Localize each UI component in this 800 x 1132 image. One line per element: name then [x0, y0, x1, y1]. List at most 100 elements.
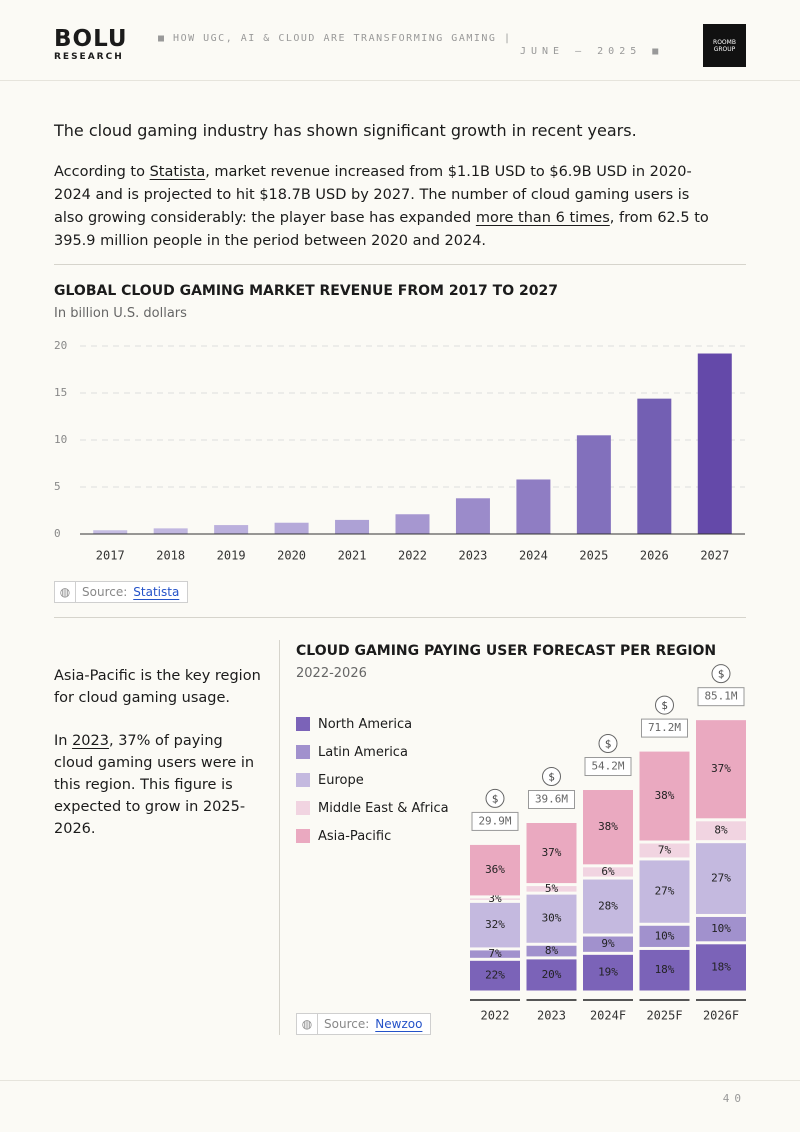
legend-label: Asia-Pacific	[318, 828, 392, 844]
chart-title: CLOUD GAMING PAYING USER FORECAST PER RE…	[296, 643, 717, 659]
legend-label: Latin America	[318, 744, 408, 760]
x-tick-label: 2019	[217, 549, 246, 563]
text-link[interactable]: more than 6 times	[475, 210, 610, 226]
x-tick-label: 2024	[519, 549, 548, 563]
segment-label: 10%	[711, 922, 731, 935]
source-box: ◍ Source: Newzoo	[296, 1013, 432, 1035]
x-tick-label: 2025	[579, 549, 608, 563]
x-tick-label: 2020	[277, 549, 306, 563]
bar-segment	[526, 886, 577, 892]
total-label: 39.6M	[535, 793, 568, 806]
bar	[455, 498, 490, 534]
dollar-sign: $	[492, 792, 499, 805]
bar-segment	[696, 821, 746, 841]
segment-label: 20%	[542, 968, 562, 981]
segment-label: 7%	[488, 947, 502, 960]
source-box: ◍ Source: Statista	[54, 581, 189, 603]
segment-label: 28%	[598, 900, 618, 913]
total-box	[584, 757, 632, 777]
bar-segment	[583, 936, 633, 952]
chart-subtitle: 2022-2026	[296, 666, 367, 681]
source-label: Source:	[324, 1017, 370, 1031]
legend-label: Middle East & Africa	[318, 800, 449, 816]
dollar-sign: $	[661, 699, 668, 712]
x-tick-label: 2021	[338, 549, 367, 563]
legend-swatch	[296, 745, 310, 759]
source-link[interactable]: Newzoo	[375, 1017, 423, 1031]
bar	[153, 528, 188, 534]
segment-label: 27%	[711, 872, 731, 885]
bar-segment	[639, 751, 690, 841]
segment-label: 27%	[655, 885, 675, 898]
total-label: 85.1M	[704, 690, 737, 703]
legend: North America Latin America Europe Middle E…	[296, 710, 449, 850]
header-rule	[0, 80, 800, 81]
report-title: ■ HOW UGC, AI & CLOUD ARE TRANSFORMING G…	[158, 33, 512, 44]
text-link[interactable]: 2023	[72, 733, 109, 749]
legend-label: Europe	[318, 772, 364, 788]
x-tick-label: 2018	[156, 549, 185, 563]
legend-swatch	[296, 829, 310, 843]
chart-subtitle: In billion U.S. dollars	[54, 306, 187, 321]
text: In	[54, 733, 73, 749]
bar-segment	[639, 925, 690, 947]
x-tick-label: 2026	[640, 549, 669, 563]
y-tick-label: 15	[54, 386, 67, 399]
segment-label: 38%	[655, 789, 675, 802]
bar-segment	[696, 916, 746, 942]
y-tick-label: 5	[54, 480, 61, 493]
total-box	[528, 790, 575, 810]
bar	[697, 353, 732, 534]
bar	[214, 525, 249, 534]
segment-label: 38%	[598, 820, 618, 833]
partner-text: ROOMB GROUP	[713, 38, 736, 53]
segment-label: 30%	[542, 912, 562, 925]
x-tick-label: 2024F	[590, 1009, 626, 1023]
report-title-text: HOW UGC, AI & CLOUD ARE TRANSFORMING GAM…	[173, 33, 497, 44]
segment-label: 36%	[485, 863, 505, 876]
month: JUNE	[520, 46, 565, 57]
dollar-icon	[542, 767, 561, 787]
segment-label: 18%	[711, 960, 731, 973]
segment-label: 37%	[542, 846, 562, 859]
dollar-icon	[598, 734, 618, 754]
segment-label: 3%	[488, 892, 502, 905]
dollar-icon	[655, 695, 674, 715]
bar	[637, 398, 672, 534]
text-link[interactable]: Statista	[149, 164, 206, 180]
segment-label: 7%	[658, 843, 672, 856]
dollar-sign: $	[548, 771, 555, 784]
legend-item: North America	[296, 710, 449, 738]
total-label: 29.9M	[478, 814, 511, 827]
bar	[395, 514, 430, 534]
year: 2025	[597, 46, 642, 57]
y-tick-label: 20	[54, 339, 67, 352]
bar	[516, 479, 551, 534]
divider	[54, 264, 746, 265]
source-link[interactable]: Statista	[133, 585, 180, 599]
segment-label: 37%	[711, 762, 731, 775]
x-tick-label: 2026F	[703, 1009, 739, 1023]
x-tick-label: 2025F	[646, 1009, 682, 1023]
segment-label: 8%	[714, 824, 728, 837]
bar-segment	[696, 944, 746, 991]
bar-segment	[526, 959, 577, 991]
bar-segment	[583, 867, 633, 877]
total-box	[641, 718, 688, 738]
legend-label: North America	[318, 716, 413, 732]
x-tick-label: 2027	[700, 549, 729, 563]
bar-segment	[470, 960, 520, 991]
legend-swatch	[296, 801, 310, 815]
dollar-icon	[711, 664, 731, 684]
bar-segment	[696, 720, 746, 819]
text: , 37% of paying cloud gaming users were …	[54, 733, 255, 837]
bar-segment	[526, 823, 577, 884]
segment-label: 5%	[545, 882, 559, 895]
segment-label: 6%	[601, 865, 615, 878]
bar-segment	[470, 950, 520, 958]
bar	[274, 522, 309, 534]
bar-segment	[583, 954, 633, 991]
legend-item: Asia-Pacific	[296, 822, 449, 850]
legend-swatch	[296, 773, 310, 787]
